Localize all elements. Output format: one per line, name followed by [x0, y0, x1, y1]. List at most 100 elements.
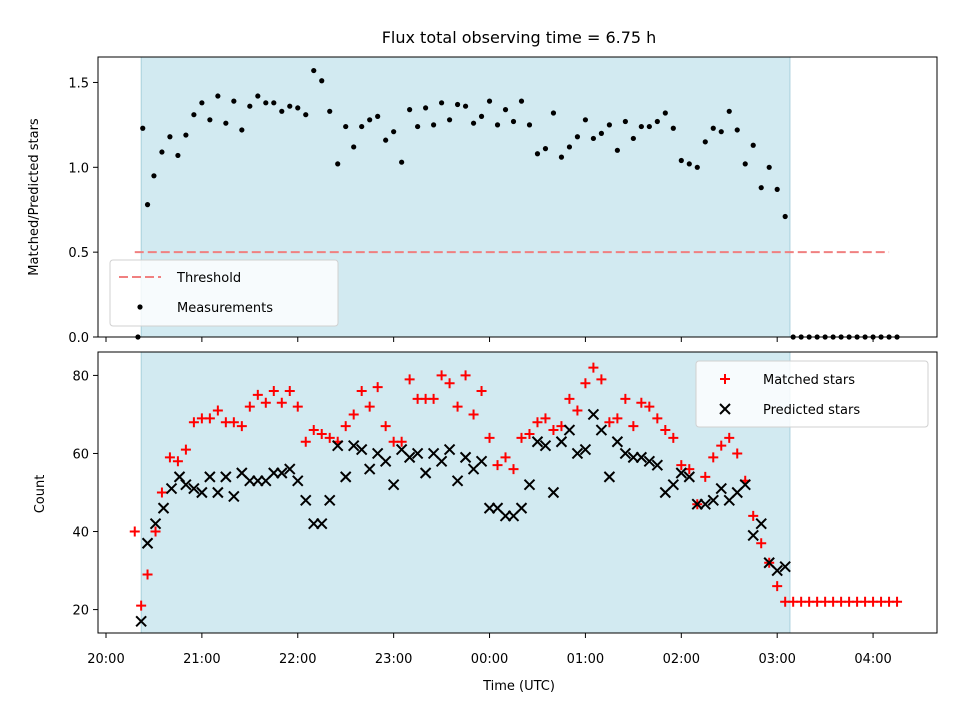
matched-star-marker: [628, 421, 639, 432]
matched-star-marker: [532, 417, 543, 428]
predicted-star-marker: [515, 502, 528, 514]
matched-star-marker: [660, 425, 671, 436]
predicted-star-marker: [683, 471, 696, 483]
predicted-star-marker: [459, 451, 472, 464]
predicted-star-marker: [747, 529, 759, 542]
axes-frame: [97, 56, 938, 338]
measurement-point: [231, 98, 237, 104]
observing-span: [140, 351, 791, 634]
matched-star-marker: [136, 600, 147, 611]
measurement-point: [438, 100, 445, 106]
measurement-point: [766, 164, 772, 170]
measurement-point: [718, 129, 724, 135]
matched-star-marker: [324, 432, 335, 443]
legend-measurement-label: Measurements: [177, 301, 273, 316]
predicted-star-marker: [555, 436, 568, 448]
predicted-star-marker: [135, 615, 147, 627]
matched-star-marker: [748, 510, 759, 521]
measurement-point: [734, 127, 740, 133]
predicted-star-marker: [228, 490, 240, 503]
predicted-star-marker: [355, 443, 368, 456]
predicted-star-marker: [547, 486, 560, 499]
predicted-star-marker: [779, 560, 791, 573]
measurement-point: [502, 107, 509, 113]
measurement-point: [478, 113, 485, 119]
matched-star-marker: [540, 413, 551, 424]
matched-star-marker: [244, 401, 255, 412]
y-tick-label: 20: [72, 604, 89, 619]
predicted-star-marker: [196, 486, 208, 499]
matched-star-marker: [292, 401, 303, 412]
x-tick-label: 00:00: [471, 652, 508, 667]
measurement-point: [630, 135, 636, 142]
matched-star-marker: [460, 370, 471, 381]
measurement-point: [311, 67, 317, 74]
measurement-point: [263, 100, 269, 106]
bottom-panel: 20 40 60 80 20:00 21:00 22:00 23:00 00:00 01:00 02…: [72, 351, 938, 667]
measurement-point: [239, 127, 245, 133]
legend: Threshold Measurements: [109, 259, 339, 327]
measurement-point: [359, 123, 365, 130]
matched-star-marker: [588, 362, 599, 373]
measurement-point: [279, 108, 285, 114]
predicted-star-marker: [475, 455, 488, 467]
measurement-point: [542, 146, 549, 152]
figure-title: Flux total observing time = 6.75 h: [382, 28, 657, 47]
measurement-point: [295, 105, 301, 111]
measurement-point: [470, 120, 477, 126]
measurement-point: [343, 123, 349, 130]
predicted-star-marker: [739, 478, 751, 491]
legend-threshold-label: Threshold: [176, 271, 241, 286]
predicted-star-marker: [715, 482, 727, 495]
axes-frame: [97, 351, 938, 634]
legend-box: [695, 360, 929, 428]
matched-star-marker: [652, 413, 663, 424]
x-tick-label: 23:00: [375, 652, 412, 667]
matched-star-marker: [604, 417, 615, 428]
predicted-star-marker: [220, 471, 232, 483]
predicted-star-marker: [212, 486, 224, 499]
predicted-star-marker: [435, 455, 448, 467]
matched-star-marker: [428, 393, 439, 404]
legend-predicted-label: Predicted stars: [763, 403, 860, 418]
x-tick-label: 20:00: [87, 652, 124, 667]
matched-star-marker: [508, 464, 519, 475]
measurement-point: [646, 123, 652, 130]
predicted-star-marker: [595, 424, 608, 436]
measurement-point: [774, 186, 780, 192]
legend-measurement-swatch: [137, 304, 143, 310]
measurement-point: [335, 161, 341, 167]
predicted-star-marker: [411, 447, 424, 460]
matched-star-marker: [724, 432, 735, 443]
matched-star-marker: [476, 386, 487, 397]
y-tick-label: 40: [72, 526, 89, 541]
predicted-star-marker: [707, 494, 719, 507]
measurement-point: [550, 110, 557, 116]
matched-star-marker: [564, 393, 575, 404]
predicted-star-marker: [611, 436, 624, 448]
measurement-point: [694, 164, 700, 170]
measurement-point: [271, 100, 277, 106]
matched-star-marker: [316, 428, 327, 439]
predicted-star-marker: [451, 475, 464, 487]
matched-star-marker: [524, 428, 535, 439]
matched-star-marker: [620, 393, 631, 404]
x-tick-label: 03:00: [758, 652, 795, 667]
matched-star-marker: [612, 413, 623, 424]
predicted-star-marker: [603, 471, 616, 483]
predicted-star-marker: [539, 439, 552, 452]
measurement-point: [654, 118, 660, 125]
predicted-star-marker: [276, 467, 288, 479]
matched-star-marker: [500, 452, 511, 463]
predicted-star-marker: [332, 439, 344, 452]
measurement-point: [662, 110, 668, 116]
matched-star-marker: [380, 421, 391, 432]
matched-star-marker: [436, 370, 447, 381]
measurement-point: [486, 98, 493, 104]
matched-star-marker: [396, 436, 407, 447]
matched-star-marker: [716, 440, 727, 451]
matched-star-marker: [636, 397, 647, 408]
matched-star-marker: [212, 405, 223, 416]
legend: Matched stars Predicted stars: [695, 360, 929, 428]
bottom-ylabel: Count: [33, 475, 48, 514]
